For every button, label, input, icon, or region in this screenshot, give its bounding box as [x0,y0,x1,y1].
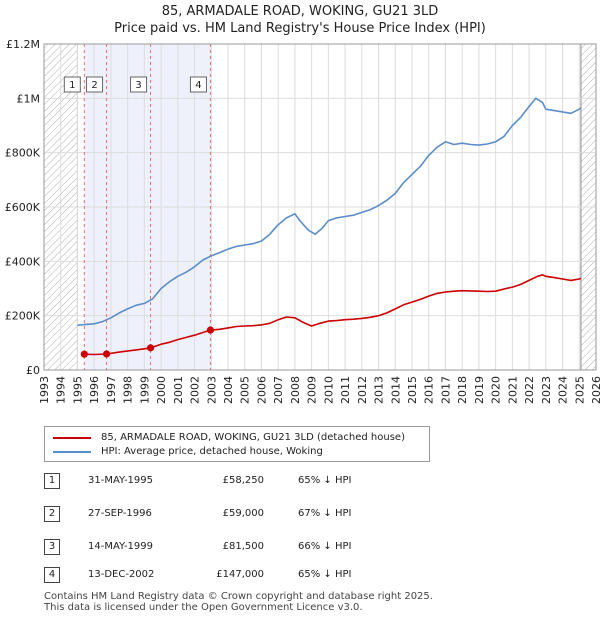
y-tick-label: £1.2M [6,38,40,51]
x-tick-label: 2008 [289,376,302,404]
transaction-point [80,350,88,358]
y-tick-label: £600K [5,201,41,214]
legend-swatch-price [53,436,91,439]
transaction-point [102,350,111,358]
x-tick-label: 2020 [490,376,503,404]
footer-licence: This data is licensed under the Open Gov… [44,602,363,613]
x-tick-label: 2002 [189,376,202,404]
transaction-point [146,344,155,352]
x-tick-label: 1996 [88,376,101,404]
legend-label-hpi: HPI: Average price, detached house, Woki… [101,446,323,457]
x-tick-label: 2003 [205,376,218,404]
row-price: £147,000 [216,569,264,580]
x-tick-label: 2021 [506,376,519,404]
transaction-marker-label: 3 [135,80,141,91]
row-date: 13-DEC-2002 [88,569,155,580]
x-tick-label: 2024 [557,376,570,404]
transaction-marker-box [63,76,81,93]
row-price: £58,250 [222,475,264,486]
row-date: 27-SEP-1996 [88,508,152,519]
transaction-marker-box [86,76,104,93]
chart-title-address: 85, ARMADALE ROAD, WOKING, GU21 3LD [162,4,439,19]
y-tick-label: £800K [5,147,41,160]
x-tick-label: 2018 [456,376,469,404]
table-row: 2 27-SEP-1996 £59,000 67% ↓ HPI [44,506,464,522]
x-tick-label: 2007 [272,376,285,404]
plot-border [43,43,597,371]
x-tick-label: 1999 [138,376,151,404]
x-tick-label: 2006 [255,376,268,404]
legend-label-price: 85, ARMADALE ROAD, WOKING, GU21 3LD (det… [101,432,405,443]
chart: 85, ARMADALE ROAD, WOKING, GU21 3LD Pric… [5,4,600,404]
x-tick-label: 2000 [155,376,168,404]
transaction-marker-box [130,76,148,93]
chart-title-subtitle: Price paid vs. HM Land Registry's House … [114,21,486,36]
x-tick-label: 2010 [322,376,335,404]
table-row: 3 14-MAY-1999 £81,500 66% ↓ HPI [44,539,464,555]
x-tick-label: 1995 [71,376,84,404]
row-number-badge: 3 [44,539,60,555]
legend-item-hpi: HPI: Average price, detached house, Woki… [53,446,323,457]
transaction-marker-label: 4 [195,80,201,91]
row-date: 14-MAY-1999 [88,541,154,552]
x-tick-label: 2017 [439,376,452,404]
x-tick-label: 1997 [105,376,118,404]
x-tick-label: 2016 [423,376,436,404]
x-tick-label: 1993 [38,376,51,404]
x-tick-label: 2023 [540,376,553,404]
x-tick-label: 1998 [122,376,135,404]
x-tick-label: 2012 [356,376,369,404]
row-date: 31-MAY-1995 [88,475,154,486]
footer-attribution: Contains HM Land Registry data © Crown c… [44,591,433,613]
row-hpi-diff: 65% ↓ HPI [298,475,352,486]
x-tick-label: 2026 [590,376,600,404]
x-tick-label: 2025 [573,376,586,404]
series-line-price [84,274,582,356]
x-tick-label: 2019 [473,376,486,404]
row-number-badge: 4 [44,567,60,583]
x-tick-label: 2014 [389,376,402,404]
transaction-marker-label: 1 [69,80,75,91]
y-tick-label: £400K [5,255,41,268]
x-tick-label: 1994 [55,376,68,404]
transaction-marker-label: 2 [91,80,97,91]
row-hpi-diff: 65% ↓ HPI [298,569,352,580]
row-number-badge: 1 [44,473,60,489]
row-hpi-diff: 67% ↓ HPI [298,508,352,519]
x-tick-label: 2011 [339,376,352,404]
y-tick-label: £1M [17,92,41,105]
transaction-marker-box [189,76,207,93]
legend-item-price: 85, ARMADALE ROAD, WOKING, GU21 3LD (det… [53,432,405,443]
x-tick-label: 2013 [373,376,386,404]
x-tick-label: 2009 [306,376,319,404]
x-tick-label: 2015 [406,376,419,404]
transaction-point [206,326,215,334]
chart-legend: 85, ARMADALE ROAD, WOKING, GU21 3LD (det… [44,426,430,462]
x-tick-label: 2005 [239,376,252,404]
row-hpi-diff: 66% ↓ HPI [298,541,352,552]
row-price: £59,000 [222,508,264,519]
row-number-badge: 2 [44,506,60,522]
series-line-hpi [77,97,582,326]
row-price: £81,500 [222,541,264,552]
table-row: 4 13-DEC-2002 £147,000 65% ↓ HPI [44,567,464,583]
y-tick-label: £0 [26,364,40,377]
y-tick-label: £200K [5,310,41,323]
x-tick-label: 2001 [172,376,185,404]
footer-copyright: Contains HM Land Registry data © Crown c… [44,591,433,602]
x-tick-label: 2004 [222,376,235,404]
legend-swatch-hpi [53,450,91,453]
x-tick-label: 2022 [523,376,536,404]
table-row: 1 31-MAY-1995 £58,250 65% ↓ HPI [44,473,464,489]
